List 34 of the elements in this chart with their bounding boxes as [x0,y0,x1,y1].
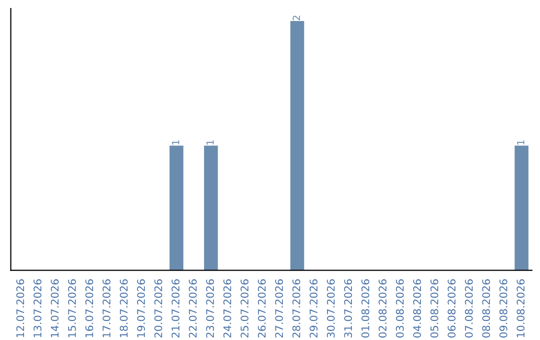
x-tick-label: 16.07.2026 [85,279,94,338]
x-tick-label: 24.07.2026 [223,279,232,338]
x-tick-label: 20.07.2026 [154,279,162,338]
x-tick-label: 15.07.2026 [68,279,76,338]
x-tick-label: 26.07.2026 [258,279,266,338]
x-tick-label: 12.07.2026 [16,279,24,338]
x-tick-label: 06.08.2026 [448,279,456,338]
x-tick-label: 08.08.2026 [482,279,490,338]
x-tick-label: 31.07.2026 [344,279,352,338]
x-tick-label: 29.07.2026 [310,279,318,338]
data-label: 2 [292,16,300,20]
x-tick-label: 10.08.2026 [516,279,525,338]
x-tick-label: 14.07.2026 [50,279,59,338]
x-tick-label: 23.07.2026 [206,279,214,338]
data-label: 1 [517,140,524,145]
x-tick-label: 27.07.2026 [275,279,283,338]
x-tick-label: 09.08.2026 [499,279,508,338]
x-tick-label: 01.08.2026 [361,279,370,338]
x-tick-label: 07.08.2026 [464,279,473,338]
x-tick-label: 17.07.2026 [102,279,110,338]
x-tick-label: 19.07.2026 [137,279,145,338]
data-label: 1 [172,140,180,145]
x-tick-label: 22.07.2026 [188,279,197,338]
x-tick-label: 18.07.2026 [120,279,128,338]
x-tick-label: 13.07.2026 [34,279,42,338]
x-tick-label: 02.08.2026 [378,279,387,338]
x-tick-label: 05.08.2026 [430,279,438,338]
x-tick-label: 04.08.2026 [413,279,422,338]
x-tick-label: 21.07.2026 [172,279,180,338]
data-label: 1 [206,140,214,145]
x-tick-label: 28.07.2026 [292,279,300,338]
x-tick-label: 03.08.2026 [396,279,404,338]
x-tick-label: 30.07.2026 [326,279,335,338]
x-tick-label: 25.07.2026 [240,279,248,338]
